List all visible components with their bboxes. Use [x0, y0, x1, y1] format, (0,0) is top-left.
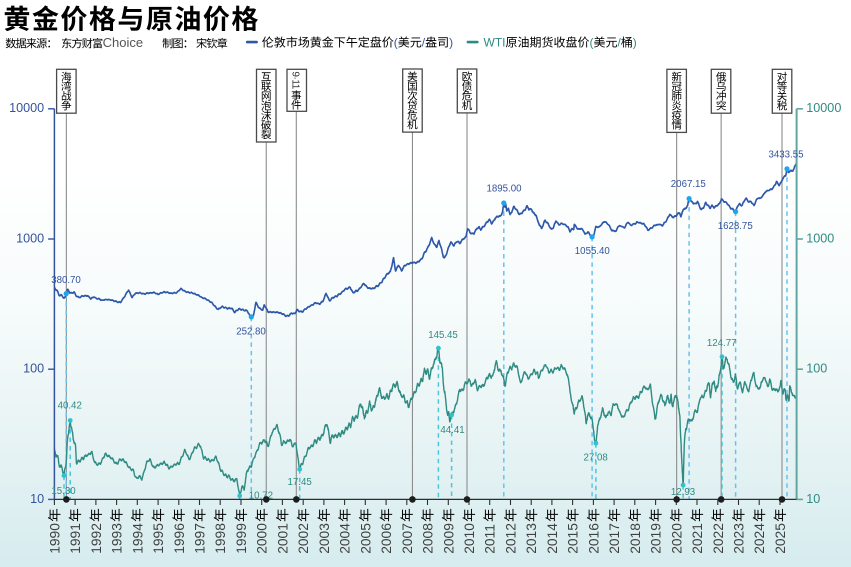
svg-text:): ) — [633, 36, 637, 50]
svg-text:(: ( — [590, 36, 594, 50]
svg-text:1000: 1000 — [16, 231, 44, 245]
svg-text:2015: 2015 — [566, 523, 581, 554]
svg-text:252.80: 252.80 — [236, 326, 266, 337]
svg-text:): ) — [449, 36, 453, 50]
svg-text:1998: 1998 — [213, 523, 228, 554]
svg-text:124.77: 124.77 — [707, 338, 737, 349]
svg-text:1628.75: 1628.75 — [718, 221, 753, 232]
svg-text:40.42: 40.42 — [58, 401, 82, 412]
svg-text:3433.55: 3433.55 — [769, 150, 804, 161]
svg-text:2020: 2020 — [669, 523, 684, 554]
svg-text:2009: 2009 — [441, 523, 456, 554]
svg-text:10000: 10000 — [9, 101, 44, 115]
svg-text:44.41: 44.41 — [440, 425, 464, 436]
svg-text:2003: 2003 — [317, 523, 332, 554]
svg-text:2005: 2005 — [358, 523, 373, 554]
svg-text:10: 10 — [30, 492, 44, 506]
svg-text:2016: 2016 — [586, 523, 601, 554]
svg-text:2012: 2012 — [504, 523, 519, 554]
svg-text:10000: 10000 — [806, 101, 841, 115]
svg-text:2006: 2006 — [379, 523, 394, 554]
svg-text:1990: 1990 — [47, 523, 62, 554]
svg-text:2002: 2002 — [296, 523, 311, 554]
svg-text:2019: 2019 — [649, 523, 664, 554]
svg-text:2025: 2025 — [773, 523, 788, 554]
svg-text:10: 10 — [806, 492, 820, 506]
svg-text:1999: 1999 — [234, 523, 249, 554]
svg-text:2014: 2014 — [545, 523, 560, 554]
svg-text:/: / — [422, 36, 426, 50]
svg-text:(: ( — [394, 36, 398, 50]
svg-text:1992: 1992 — [89, 523, 104, 554]
svg-text:2011: 2011 — [483, 524, 498, 554]
svg-text:100: 100 — [23, 362, 44, 376]
svg-text:/: / — [618, 36, 622, 50]
svg-text:2001: 2001 — [275, 523, 290, 554]
svg-text:2017: 2017 — [607, 523, 622, 554]
svg-text:2024: 2024 — [752, 523, 767, 554]
svg-text:WTI: WTI — [484, 36, 506, 50]
svg-text:2000: 2000 — [255, 523, 270, 554]
svg-text:1055.40: 1055.40 — [575, 246, 611, 257]
svg-text:1996: 1996 — [172, 523, 187, 554]
svg-text:2008: 2008 — [421, 523, 436, 554]
svg-text:15.30: 15.30 — [51, 486, 76, 497]
svg-text:Choice: Choice — [103, 35, 143, 50]
svg-text:27.08: 27.08 — [584, 453, 608, 464]
svg-text:1895.00: 1895.00 — [487, 184, 523, 195]
svg-text:2007: 2007 — [400, 523, 415, 554]
svg-text:2010: 2010 — [462, 523, 477, 554]
svg-text:1995: 1995 — [151, 523, 166, 554]
svg-text:2021: 2021 — [690, 523, 705, 554]
svg-text:380.70: 380.70 — [51, 275, 81, 286]
svg-text:1994: 1994 — [130, 523, 145, 554]
svg-text:145.45: 145.45 — [428, 330, 458, 341]
svg-text:1000: 1000 — [806, 231, 834, 245]
svg-text:9·11: 9·11 — [290, 71, 301, 89]
svg-text:2018: 2018 — [628, 523, 643, 554]
svg-text:2022: 2022 — [711, 523, 726, 554]
svg-text:2067.15: 2067.15 — [671, 179, 706, 190]
svg-text:10.72: 10.72 — [249, 490, 273, 501]
svg-text:1991: 1991 — [68, 523, 83, 554]
svg-text:2004: 2004 — [338, 523, 353, 554]
svg-text:12.93: 12.93 — [671, 487, 695, 498]
svg-text:1993: 1993 — [110, 523, 125, 554]
svg-text:1997: 1997 — [193, 523, 208, 554]
svg-text:2023: 2023 — [732, 523, 747, 554]
svg-text:2013: 2013 — [524, 523, 539, 554]
svg-text:100: 100 — [806, 362, 827, 376]
svg-text:17.45: 17.45 — [288, 477, 312, 488]
